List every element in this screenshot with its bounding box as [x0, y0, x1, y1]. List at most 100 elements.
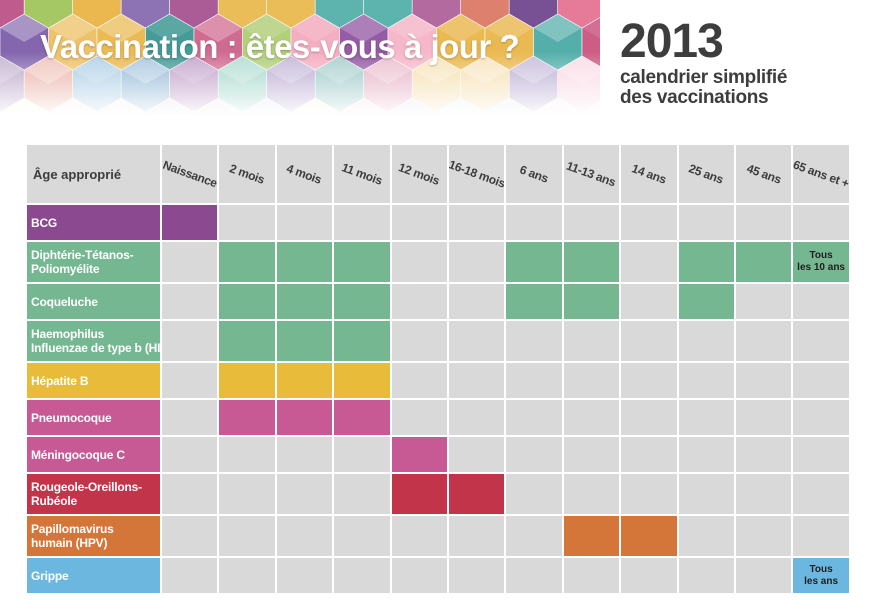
vaccination-cell-empty [449, 205, 505, 240]
age-header-label: 11-13 ans [564, 158, 619, 190]
vaccination-cell-filled [334, 400, 390, 435]
vaccination-cell-empty [219, 437, 275, 472]
vaccine-label-line: Influenzae de type b (HIB) [31, 341, 173, 355]
recommendation-note: Tous les 10 ans [793, 242, 849, 282]
vaccination-cell-empty [391, 321, 447, 361]
vaccination-cell-filled [449, 474, 505, 514]
subtitle-line: calendrier simplifié [620, 67, 788, 88]
vaccination-cell-empty [449, 321, 505, 361]
vaccine-label-line: Diphtérie-Tétanos- [31, 248, 134, 262]
vaccination-cell-empty [219, 558, 275, 593]
vaccination-cell-empty [506, 321, 562, 361]
age-header-label: 14 ans [629, 161, 668, 187]
vaccine-label-line: Papillomavirus [31, 522, 114, 536]
age-header-label: Naissance [162, 157, 218, 191]
vaccination-cell-filled [219, 284, 275, 319]
vaccination-cell-empty [162, 437, 218, 472]
vaccination-cell-empty [276, 474, 333, 514]
vaccination-cell-filled [621, 516, 677, 556]
vaccination-cell-filled [736, 242, 792, 282]
vaccination-cell-filled [276, 321, 333, 361]
vaccination-cell-filled [276, 242, 333, 282]
recommendation-note: Tous les ans [793, 558, 849, 593]
vaccine-label: Haemophilus Influenzae de type b (HIB) [27, 321, 173, 361]
vaccination-cell-filled [563, 516, 620, 556]
subtitle-line: des vaccinations [620, 87, 769, 108]
vaccination-cell-empty [334, 437, 390, 472]
age-header-9: 25 ans [678, 145, 734, 203]
vaccine-label-line: Haemophilus [31, 327, 105, 341]
vaccination-cell-empty [334, 516, 390, 556]
vaccination-cell-empty [621, 284, 677, 319]
vaccination-cell-empty [621, 558, 677, 593]
vaccination-cell-empty [506, 558, 562, 593]
vaccine-label-line: Coqueluche [31, 294, 98, 309]
vaccination-cell-filled [334, 284, 390, 319]
vaccine-label: Coqueluche [27, 284, 160, 319]
vaccination-cell-empty [391, 558, 447, 593]
age-header-5: 16-18 mois [449, 145, 505, 203]
vaccination-cell-empty [449, 242, 505, 282]
age-header-4: 12 mois [391, 145, 447, 203]
vaccination-cell-empty [736, 516, 792, 556]
note-line: les ans [804, 575, 839, 587]
vaccine-label-line: Rougeole-Oreillons- [31, 480, 142, 494]
vaccination-cell-filled [391, 437, 447, 472]
vaccination-cell-filled [219, 321, 275, 361]
vaccination-cell-empty [621, 205, 677, 240]
vaccination-cell-empty [621, 474, 677, 514]
vaccination-cell-empty [563, 474, 620, 514]
vaccination-cell-filled [678, 242, 734, 282]
note-line: les 10 ans [797, 262, 845, 273]
vaccination-cell-empty [678, 363, 734, 398]
vaccination-cell-empty [621, 437, 677, 472]
vaccination-cell-empty [506, 400, 562, 435]
age-header-2: 4 mois [276, 145, 333, 203]
vaccination-cell-empty [162, 400, 218, 435]
vaccination-cell-empty [736, 437, 792, 472]
vaccination-cell-empty [391, 284, 447, 319]
age-column-header: Âge approprié [27, 145, 160, 203]
vaccination-cell-empty [621, 400, 677, 435]
vaccination-cell-empty [736, 205, 792, 240]
vaccine-label: Papillomavirus humain (HPV) [27, 516, 160, 556]
age-header-8: 14 ans [621, 145, 677, 203]
vaccination-cell-filled [506, 242, 562, 282]
age-header-label: 25 ans [687, 161, 726, 187]
vaccination-cell-empty [793, 321, 849, 361]
vaccination-cell-empty [563, 400, 620, 435]
vaccination-cell-filled [334, 242, 390, 282]
vaccination-cell-empty [736, 558, 792, 593]
vaccination-cell-filled [219, 363, 275, 398]
vaccine-label-line: BCG [31, 215, 58, 230]
vaccination-cell-filled [563, 242, 620, 282]
age-header-label: 12 mois [396, 160, 442, 188]
age-header-10: 45 ans [736, 145, 792, 203]
vaccination-cell-empty [162, 321, 218, 361]
age-header-0: Naissance [162, 145, 218, 203]
vaccination-cell-filled [563, 284, 620, 319]
header-banner [0, 0, 600, 115]
vaccination-cell-empty [449, 284, 505, 319]
vaccination-cell-filled [506, 284, 562, 319]
vaccination-cell-empty [276, 558, 333, 593]
vaccination-cell-empty [506, 516, 562, 556]
vaccination-cell-empty [678, 558, 734, 593]
vaccination-cell-empty [276, 516, 333, 556]
vaccination-cell-empty [162, 516, 218, 556]
vaccination-cell-empty [678, 205, 734, 240]
vaccination-cell-empty [334, 558, 390, 593]
vaccine-label: Hépatite B [27, 363, 160, 398]
vaccination-cell-empty [678, 400, 734, 435]
vaccination-cell-empty [793, 437, 849, 472]
vaccination-cell-filled [276, 400, 333, 435]
vaccination-cell-empty [449, 558, 505, 593]
vaccination-cell-filled [276, 284, 333, 319]
vaccination-cell-empty [391, 242, 447, 282]
vaccine-label: Méningocoque C [27, 437, 160, 472]
vaccination-cell-empty [391, 363, 447, 398]
vaccination-cell-empty [334, 205, 390, 240]
age-header-6: 6 ans [506, 145, 562, 203]
vaccination-cell-empty [678, 437, 734, 472]
vaccine-label: Pneumocoque [27, 400, 160, 435]
